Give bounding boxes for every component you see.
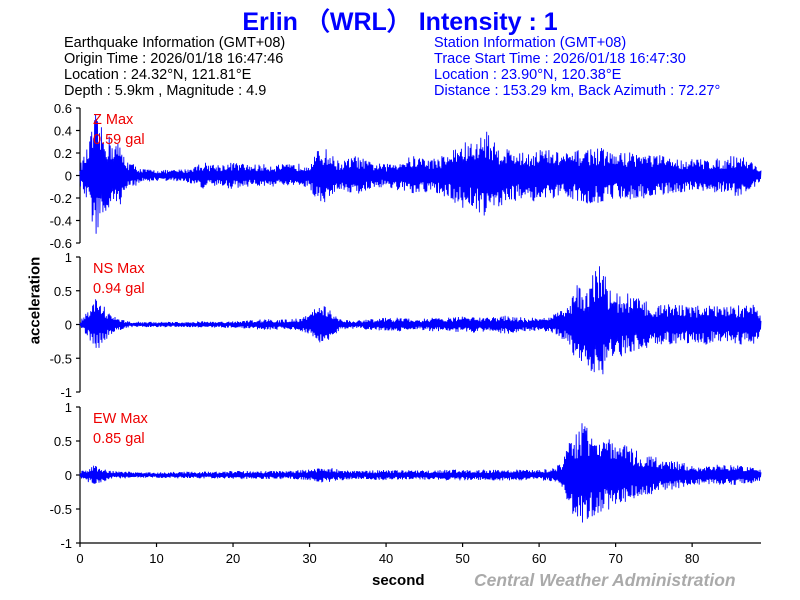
x-tick-label: 10 <box>149 551 163 566</box>
waveform-z <box>79 114 762 234</box>
waveform-ns <box>79 266 762 375</box>
x-tick-label: 20 <box>226 551 240 566</box>
y-tick-label: 0.4 <box>54 124 72 139</box>
station-info-block: Station Information (GMT+08) Trace Start… <box>434 35 720 99</box>
max-value-ns: 0.94 gal <box>93 281 145 297</box>
y-axis-label: acceleration <box>26 256 44 345</box>
max-label-ns: NS Max <box>93 261 145 277</box>
y-tick-label: 0.5 <box>54 434 72 449</box>
x-axis-label: second <box>372 572 425 589</box>
x-tick-label: 50 <box>455 551 469 566</box>
x-tick-label: 60 <box>532 551 546 566</box>
epicenter-location: Location : 24.32°N, 121.81°E <box>64 67 252 83</box>
earthquake-info-heading: Earthquake Information (GMT+08) <box>64 35 286 51</box>
station-info-heading: Station Information (GMT+08) <box>434 35 627 51</box>
y-tick-label: -0.5 <box>50 502 72 517</box>
y-tick-label: -0.5 <box>50 351 72 366</box>
chart-title: Erlin （WRL） Intensity : 1 <box>242 8 558 36</box>
distance-azimuth: Distance : 153.29 km, Back Azimuth : 72.… <box>434 83 721 99</box>
y-tick-label: 0.6 <box>54 101 72 116</box>
y-tick-label: -1 <box>60 385 72 400</box>
x-tick-label: 30 <box>302 551 316 566</box>
y-tick-label: 0.2 <box>54 146 72 161</box>
x-tick-label: 0 <box>76 551 83 566</box>
x-tick-label: 70 <box>608 551 622 566</box>
max-value-ew: 0.85 gal <box>93 431 145 447</box>
y-tick-label: -0.2 <box>50 191 72 206</box>
y-tick-label: -1 <box>60 536 72 551</box>
y-tick-label: -0.6 <box>50 236 72 251</box>
max-value-z: 0.59 gal <box>93 132 145 148</box>
earthquake-info-block: Earthquake Information (GMT+08) Origin T… <box>64 35 285 99</box>
origin-time: Origin Time : 2026/01/18 16:47:46 <box>64 51 284 67</box>
station-location: Location : 23.90°N, 120.38°E <box>434 67 622 83</box>
y-tick-label: 0 <box>65 318 72 333</box>
y-tick-label: 1 <box>65 400 72 415</box>
max-label-ew: EW Max <box>93 411 149 427</box>
x-tick-label: 40 <box>379 551 393 566</box>
trace-start-time: Trace Start Time : 2026/01/18 16:47:30 <box>434 51 686 67</box>
waveform-ew <box>79 423 762 523</box>
max-label-z: Z Max <box>93 112 134 128</box>
x-tick-label: 80 <box>685 551 699 566</box>
y-tick-label: 1 <box>65 250 72 265</box>
agency-credit: Central Weather Administration <box>474 570 736 590</box>
y-tick-label: 0 <box>65 468 72 483</box>
y-tick-label: -0.4 <box>50 214 72 229</box>
y-tick-label: 0 <box>65 169 72 184</box>
depth-magnitude: Depth : 5.9km , Magnitude : 4.9 <box>64 83 267 99</box>
y-tick-label: 0.5 <box>54 284 72 299</box>
